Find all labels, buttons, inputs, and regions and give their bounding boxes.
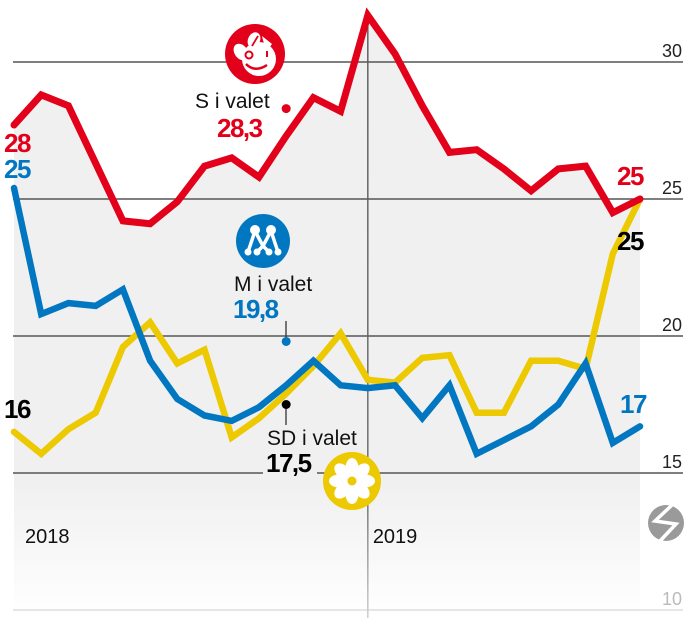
social-democrats-rose-logo-icon xyxy=(225,24,285,84)
y-tick-label-15: 15 xyxy=(662,452,682,472)
series-lines xyxy=(10,7,644,459)
sd-start-label: 16 xyxy=(4,394,31,424)
moderates-m-logo-icon xyxy=(236,214,290,268)
area-under-s xyxy=(14,15,640,618)
y-tick-label-10: 10 xyxy=(662,589,682,609)
m-election-value: 19,8 xyxy=(233,294,279,324)
sd-end-label: 25 xyxy=(617,226,644,256)
lightning-circle-logo-icon xyxy=(648,503,684,543)
s-start-label: 28 xyxy=(4,128,31,158)
s-end-label: 25 xyxy=(617,161,644,191)
series-line-m xyxy=(10,184,644,459)
series-line-s xyxy=(10,7,644,228)
y-tick-label-25: 25 xyxy=(662,178,682,198)
s-election-value: 28,3 xyxy=(217,113,263,143)
m-end-label: 17 xyxy=(620,389,647,419)
election-dot-sd xyxy=(281,400,291,409)
election-dots xyxy=(281,104,291,409)
year-markers: 2018 2019 xyxy=(25,10,417,618)
area-layer xyxy=(14,15,640,618)
s-election-label: S i valet xyxy=(195,90,270,113)
sd-election-value: 17,5 xyxy=(266,448,312,478)
election-dot-m xyxy=(281,336,291,346)
sd-election-label: SD i valet xyxy=(267,427,357,450)
election-dot-s xyxy=(281,104,291,114)
y-tick-label-30: 30 xyxy=(662,41,682,61)
sweden-democrats-daisy-logo-icon xyxy=(323,452,381,510)
year-label-2018: 2018 xyxy=(25,526,70,548)
year-label-2019: 2019 xyxy=(373,526,418,548)
m-start-label: 25 xyxy=(4,154,31,184)
y-tick-label-20: 20 xyxy=(662,315,682,335)
series-line-sd xyxy=(10,195,644,459)
sd-election-label-background xyxy=(263,450,317,476)
m-election-label: M i valet xyxy=(234,273,312,296)
